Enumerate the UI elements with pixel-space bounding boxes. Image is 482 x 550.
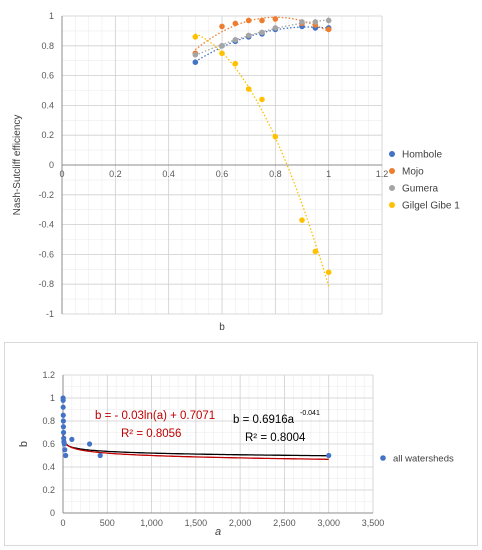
data-point: [232, 20, 239, 27]
chart-b-vs-a-svg: 0 500 1,000 1,500 2,000 2,500 3,000 3,500 1.2 1 0.…: [18, 370, 454, 538]
data-point: [60, 397, 66, 403]
data-point: [259, 17, 265, 24]
data-point: [232, 37, 239, 43]
data-point: [272, 16, 279, 22]
x-tick-label: 1,500: [185, 518, 208, 528]
legend-marker: [389, 202, 395, 208]
log-equation-label: b = - 0.03ln(a) + 0.7071: [95, 410, 215, 422]
x-axis-title: a: [215, 526, 221, 538]
x-tick-label: 0.2: [109, 169, 122, 179]
data-point: [192, 59, 199, 65]
data-point: [63, 452, 69, 459]
data-point: [299, 19, 305, 25]
y-tick-label: 0.2: [42, 485, 55, 495]
trendline: [194, 26, 329, 63]
data-point: [245, 32, 252, 39]
data-point: [259, 29, 265, 36]
y-tick-label: 0.6: [41, 71, 54, 81]
data-point: [312, 19, 319, 25]
chart-nse-svg: 0 0.2 0.4 0.6 0.8 1 1.2 1 0.8 0.6 0.4 0.2 0 -0.2 -0.4 -…: [12, 11, 460, 333]
data-point: [299, 217, 305, 223]
chart-nse-vs-b: 0 0.2 0.4 0.6 0.8 1 1.2 1 0.8 0.6 0.4 0.2 0 -0.2 -0.4 -…: [4, 4, 480, 336]
data-point: [86, 441, 93, 447]
y-tick-label: -1: [46, 309, 54, 319]
x-tick-label: 0.8: [269, 169, 282, 179]
data-point: [312, 248, 319, 255]
legend-label: Gilgel Gibe 1: [402, 201, 460, 212]
x-tick-label: 2,000: [229, 518, 252, 528]
data-point: [69, 436, 75, 442]
y-tick-label: -0.2: [38, 190, 54, 200]
y-tick-label: 0: [49, 160, 54, 170]
legend-marker: [389, 185, 395, 191]
data-point: [245, 86, 252, 92]
data-point: [219, 23, 225, 30]
data-point: [325, 17, 332, 24]
power-equation-label: b = 0.6916a: [233, 414, 295, 426]
data-point: [325, 26, 332, 33]
y-axis-title: b: [18, 441, 30, 447]
y-tick-label: 0.4: [41, 100, 54, 110]
power-r2-label: R² = 0.8004: [245, 432, 306, 444]
y-tick-label: 0.6: [42, 439, 55, 449]
y-tick-label: 1.2: [42, 370, 55, 380]
legend-label: Mojo: [402, 167, 424, 178]
data-point: [219, 50, 225, 57]
x-tick-label: 500: [100, 518, 115, 528]
data-point: [232, 60, 239, 67]
x-tick-label: 1: [326, 169, 331, 179]
data-point: [219, 43, 225, 49]
y-tick-label: 0.4: [42, 462, 55, 472]
legend-label: Gumera: [402, 184, 439, 195]
x-tick-label: 0: [60, 518, 65, 528]
x-tick-label: 0.4: [162, 169, 175, 179]
x-tick-label: 1,000: [140, 518, 163, 528]
data-point: [60, 424, 67, 430]
data-point: [325, 269, 332, 276]
y-tick-label: 0.2: [41, 130, 54, 140]
legend-label: all watersheds: [393, 454, 454, 465]
log-r2-label: R² = 0.8056: [121, 428, 181, 440]
data-point: [61, 441, 67, 447]
x-tick-label: 3,000: [317, 518, 340, 528]
power-exponent-label: -0.041: [300, 410, 320, 417]
legend-marker: [389, 168, 395, 174]
y-tick-label: -0.8: [38, 279, 54, 289]
data-point: [60, 418, 66, 424]
y-axis-title: Nash-Sutcliff efficiency: [12, 115, 23, 216]
data-point: [326, 452, 332, 459]
data-point: [62, 447, 68, 453]
y-tick-label: 0.8: [42, 416, 55, 426]
x-tick-label: 0.6: [216, 169, 229, 179]
x-tick-label: 3,500: [362, 518, 385, 528]
y-tick-label: -0.4: [38, 220, 54, 230]
data-point: [259, 96, 265, 103]
x-tick-label: 2,500: [273, 518, 296, 528]
data-point: [272, 25, 279, 31]
data-point: [192, 34, 199, 40]
legend-marker: [380, 455, 386, 461]
legend-label: Hombole: [402, 150, 442, 161]
y-tick-label: 0: [50, 508, 55, 518]
data-point: [97, 452, 103, 459]
y-tick-label: 1: [50, 393, 55, 403]
x-axis-title: b: [219, 322, 225, 333]
data-point: [60, 412, 66, 418]
y-tick-label: 0.8: [41, 41, 54, 51]
data-point: [272, 133, 279, 140]
data-point: [60, 404, 66, 410]
y-tick-label: -0.6: [38, 249, 54, 259]
legend-marker: [389, 151, 395, 157]
data-point: [60, 429, 67, 436]
data-point: [245, 17, 252, 24]
y-tick-label: 1: [49, 11, 54, 21]
x-tick-label: 1.2: [376, 169, 389, 179]
x-tick-label: 0: [59, 169, 64, 179]
chart-b-vs-a: 0 500 1,000 1,500 2,000 2,500 3,000 3,500 1.2 1 0.…: [4, 342, 478, 546]
data-point: [192, 51, 199, 58]
